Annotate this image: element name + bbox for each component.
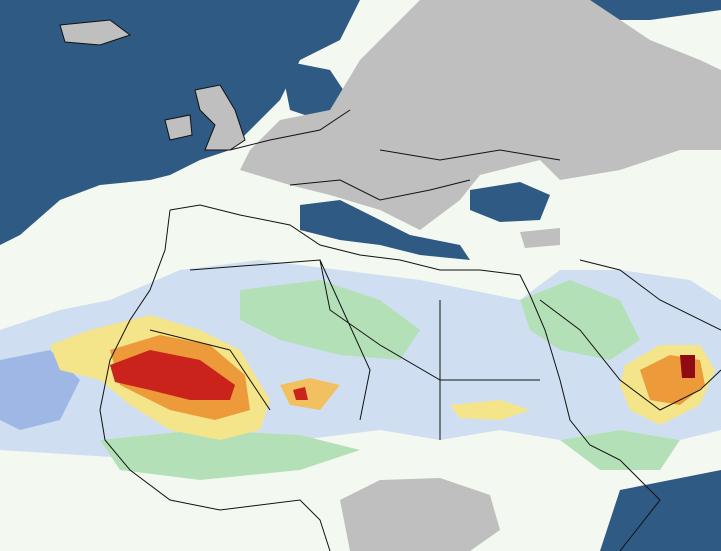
dust-yellow-sudan [450,400,530,420]
dust-green-horn [560,430,680,470]
cloud-central-africa [340,478,500,551]
indian-ocean [600,470,721,551]
dust-red-mali [293,387,308,400]
north-sea [280,60,350,120]
europe-borders [229,109,561,201]
dust-green-sahara [240,280,420,360]
country-borders [149,259,540,440]
africa-coast [169,204,661,551]
dust-green-arabia [520,280,640,360]
arctic-sea [590,0,721,20]
black-sea [470,182,550,222]
ireland [164,114,193,141]
africa-west-coast [99,209,331,551]
arabia-coast [539,259,721,411]
mediterranean-sea [300,200,470,260]
iceland [59,19,132,46]
cloud-turkey [520,228,560,248]
dust-green-sahel [100,430,360,480]
cloud-europe [240,0,721,230]
dust-yellow-mali [280,378,340,410]
dust-red-west [110,350,235,400]
dust-red-east [680,355,695,378]
